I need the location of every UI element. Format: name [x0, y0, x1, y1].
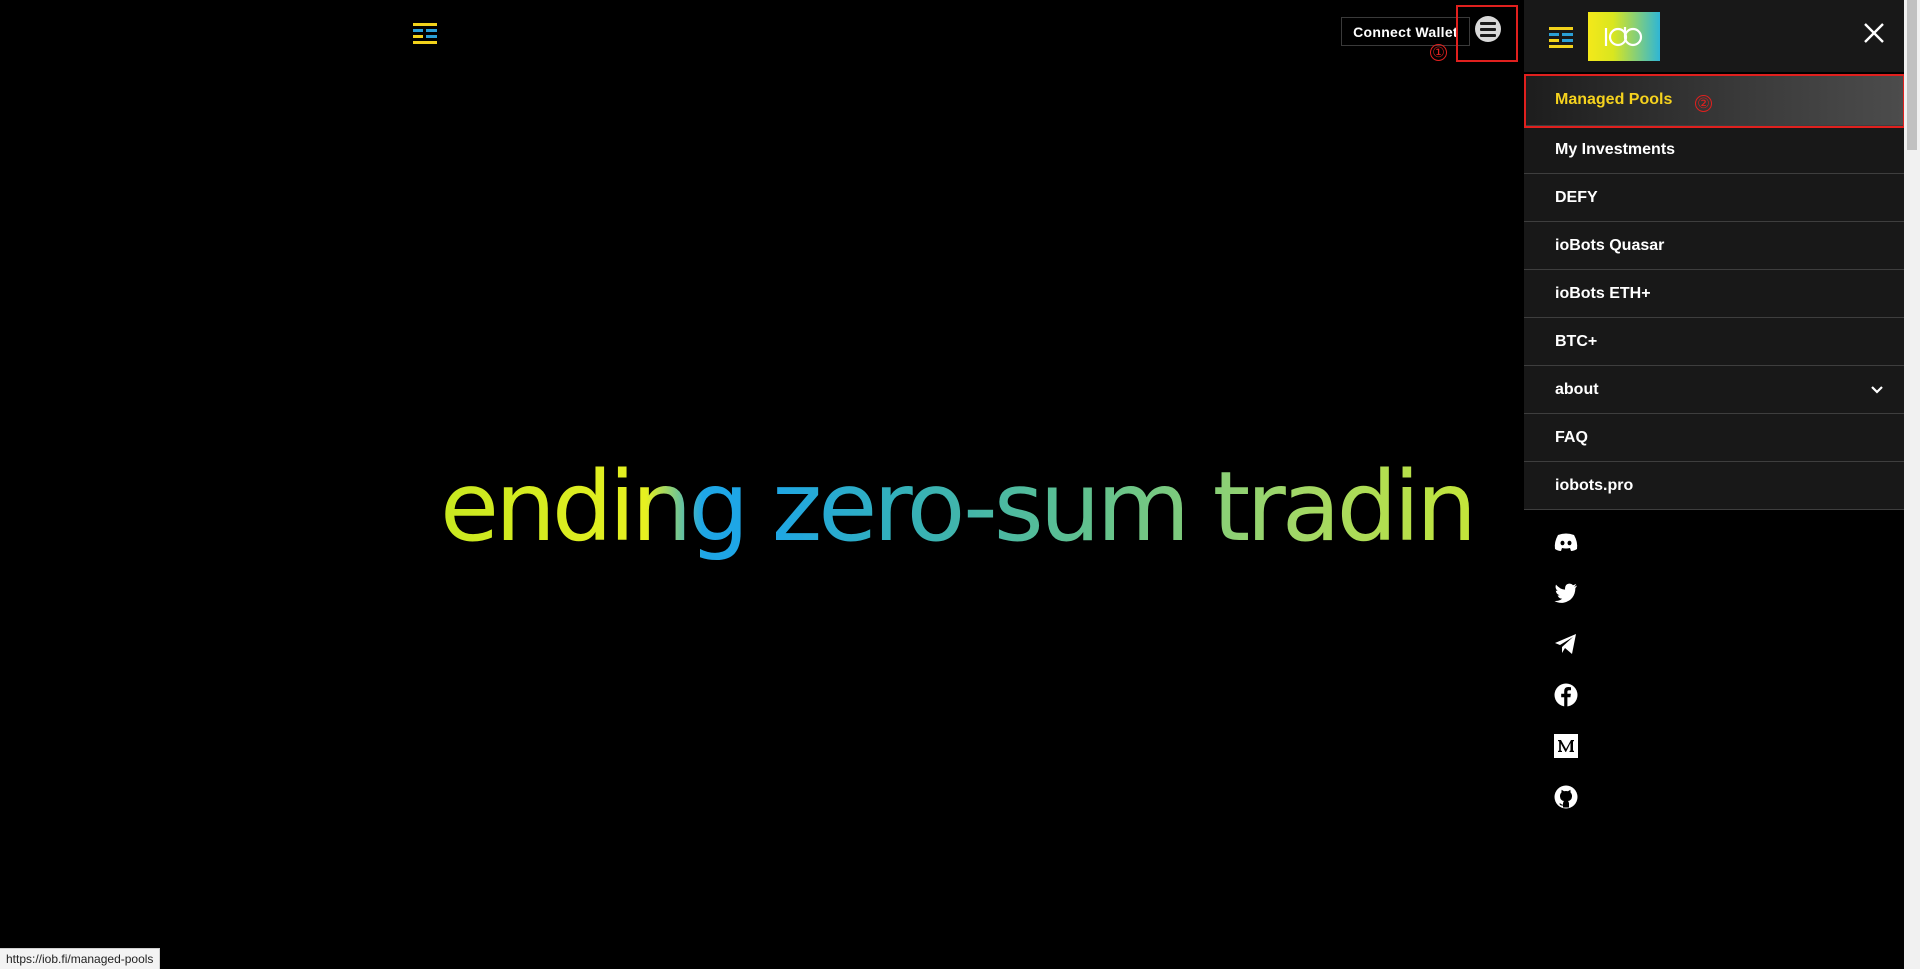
hamburger-menu-icon[interactable]	[1475, 16, 1501, 42]
side-navigation-panel: Managed Pools My Investments DEFY ioBots…	[1524, 0, 1904, 969]
scrollbar-thumb[interactable]	[1907, 0, 1917, 150]
iob-gradient-brand-icon[interactable]	[1588, 12, 1660, 61]
annotation-marker-1: ①	[1430, 44, 1447, 61]
iob-bars-logo-icon[interactable]	[1549, 27, 1573, 49]
telegram-icon[interactable]	[1554, 632, 1578, 656]
facebook-icon[interactable]	[1554, 683, 1578, 707]
iob-bars-logo-icon[interactable]	[413, 23, 437, 45]
menu-item-label: ioBots Quasar	[1555, 236, 1665, 254]
menu-item-faq[interactable]: FAQ	[1524, 414, 1904, 462]
chevron-down-icon[interactable]	[1870, 383, 1884, 397]
menu-item-about[interactable]: about	[1524, 366, 1904, 414]
menu-item-btc-plus[interactable]: BTC+	[1524, 318, 1904, 366]
menu-item-label: Managed Pools	[1555, 90, 1673, 108]
menu-item-iobots-eth-plus[interactable]: ioBots ETH+	[1524, 270, 1904, 318]
menu-item-label: BTC+	[1555, 332, 1598, 350]
status-bar-url: https://iob.fi/managed-pools	[0, 948, 161, 969]
menu-item-label: ioBots ETH+	[1555, 284, 1651, 302]
annotation-highlight-menu	[1456, 5, 1518, 62]
menu-item-my-investments[interactable]: My Investments	[1524, 126, 1904, 174]
social-links	[1554, 530, 1594, 836]
menu-item-iobots-quasar[interactable]: ioBots Quasar	[1524, 222, 1904, 270]
menu-item-defy[interactable]: DEFY	[1524, 174, 1904, 222]
discord-icon[interactable]	[1554, 530, 1578, 554]
twitter-icon[interactable]	[1554, 581, 1578, 605]
connect-wallet-button[interactable]: Connect Wallet	[1341, 17, 1470, 46]
panel-header	[1524, 0, 1904, 72]
menu-item-iobots-pro[interactable]: iobots.pro	[1524, 462, 1904, 510]
annotation-highlight-managed-pools	[1524, 74, 1905, 128]
github-icon[interactable]	[1554, 785, 1578, 809]
menu-item-label: about	[1555, 380, 1599, 398]
annotation-marker-2: ②	[1695, 95, 1712, 112]
menu-item-managed-pools[interactable]: Managed Pools	[1524, 74, 1904, 126]
menu-item-label: My Investments	[1555, 140, 1676, 158]
side-menu-list: Managed Pools My Investments DEFY ioBots…	[1524, 74, 1904, 510]
menu-item-label: iobots.pro	[1555, 476, 1634, 494]
medium-icon[interactable]	[1554, 734, 1578, 758]
menu-item-label: FAQ	[1555, 428, 1588, 446]
menu-item-label: DEFY	[1555, 188, 1598, 206]
close-icon[interactable]	[1861, 20, 1887, 46]
page-scrollbar[interactable]	[1904, 0, 1920, 969]
hero-headline: ending zero-sum trading	[440, 448, 1534, 566]
